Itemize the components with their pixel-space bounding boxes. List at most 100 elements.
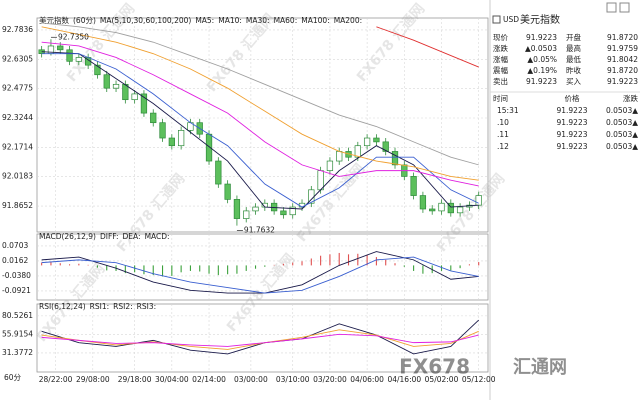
candle-body: [326, 160, 334, 171]
y-tick-label: 31.3772: [2, 348, 33, 357]
quote-value: 91.9223: [607, 77, 638, 86]
x-tick-label: 04/16:00: [387, 375, 421, 384]
panel-title: MACD(26,12,9): [39, 232, 96, 241]
candle-body: [233, 199, 241, 219]
ma-line: [41, 41, 479, 187]
quote-label: 昨收: [566, 65, 581, 75]
trade-header: 涨跌: [623, 93, 638, 103]
x-tick-label: 04/06:00: [350, 375, 384, 384]
candle-body: [373, 137, 380, 143]
logo-brand: FX678: [399, 355, 470, 379]
panel-title: RSI(6,12,24): [39, 302, 86, 311]
trade-header: 价格: [565, 93, 580, 103]
candle-body: [252, 206, 259, 212]
y-tick-label: 92.3244: [2, 113, 33, 122]
trade-cell: .11: [497, 130, 509, 139]
symbol: USD: [503, 15, 519, 24]
x-tick-label: 05/12:00: [462, 375, 496, 384]
candle-body: [150, 112, 157, 124]
indicator: MA(5,10,30,60,100,200): [100, 16, 191, 25]
quote-label: 现价: [493, 33, 508, 42]
candle-body: [131, 93, 138, 101]
logo-name: 汇通网: [513, 357, 567, 378]
candle-body: [75, 57, 82, 62]
candle-body: [159, 122, 166, 139]
candle-body: [112, 83, 120, 89]
quote-label: 最高: [566, 43, 581, 53]
x-tick-label: 02/14:00: [192, 375, 226, 384]
fullscreen-icon[interactable]: [619, 2, 630, 13]
quote-value: ▲0.05%: [527, 55, 557, 64]
x-tick-label: 29/18:00: [118, 375, 152, 384]
legend-entry: MACD:: [145, 232, 170, 241]
ma-line: [41, 51, 479, 210]
quote-label: 买入: [566, 77, 581, 86]
legend-entry: MA200:: [334, 16, 362, 25]
quote-value: 91.8720: [607, 66, 638, 75]
y-tick-label: -0.0921: [2, 286, 31, 295]
legend-entry: MA100:: [301, 16, 329, 25]
legend-entry: MA5:: [195, 16, 214, 25]
candle-body: [382, 141, 389, 152]
candle-body: [103, 74, 110, 89]
trade-cell: 0.0503▲: [606, 142, 638, 151]
symbol-name: 美元指数: [520, 13, 560, 26]
quote-label: 涨跌: [493, 43, 508, 53]
candle-body: [447, 202, 454, 214]
trade-cell: 15:31: [497, 106, 519, 115]
period-label: 60分: [4, 373, 22, 382]
y-tick-label: 0.0162: [2, 256, 28, 265]
quote-value: ▲0.0503: [525, 44, 557, 53]
candle-body: [438, 202, 445, 212]
trade-cell: 0.0503▲: [606, 130, 638, 139]
trade-cell: 91.9223: [556, 106, 587, 115]
x-tick-label: 03/00:00: [234, 375, 268, 384]
quote-value: 91.9223: [526, 33, 557, 42]
x-tick-label: 03/20:00: [313, 375, 347, 384]
candle-body: [391, 151, 399, 166]
candle-body: [140, 93, 148, 114]
quote-value: ▲0.19%: [527, 66, 557, 75]
y-tick-label: 91.8652: [2, 201, 33, 210]
panel-frame: [36, 233, 489, 301]
trade-cell: 91.9223: [556, 118, 587, 127]
y-tick-label: 80.5261: [2, 311, 33, 320]
x-tick-label: 28/22:00: [39, 375, 73, 384]
trade-header: 时间: [493, 93, 508, 103]
annotation: 91.7632: [244, 226, 275, 235]
y-tick-label: 92.0183: [2, 172, 33, 181]
annotation: 92.7350: [58, 32, 89, 41]
candle-body: [168, 137, 175, 147]
candle-body: [289, 206, 296, 216]
candle-body: [243, 210, 250, 219]
x-tick-label: 05/02:00: [425, 375, 459, 384]
candle-body: [475, 195, 482, 206]
y-tick-label: 92.4775: [2, 84, 33, 93]
candle-body: [363, 137, 371, 147]
quote-label: 卖出: [493, 76, 508, 86]
legend-entry: RSI3:: [137, 302, 156, 311]
quote-value: 91.9759: [607, 44, 638, 53]
quote-value: 91.8042: [607, 55, 638, 64]
legend-entry: MA60:: [274, 16, 298, 25]
settings-icon[interactable]: [606, 2, 617, 13]
trade-cell: .12: [497, 142, 509, 151]
panel-title: 美元指数: [39, 15, 69, 25]
candle-body: [94, 64, 101, 76]
ma-line: [41, 53, 479, 208]
x-tick-label: 03/10:00: [276, 375, 310, 384]
trade-cell: 0.0503▲: [606, 106, 638, 115]
symbol-icon: [492, 15, 501, 24]
legend-entry: MA30:: [246, 16, 270, 25]
x-tick-label: 29/08:00: [76, 375, 110, 384]
trade-cell: .10: [497, 118, 509, 127]
candle-body: [317, 170, 324, 191]
candle-body: [336, 151, 343, 162]
candle-body: [177, 130, 185, 147]
panel-frame: [36, 17, 489, 233]
trade-cell: 91.9223: [556, 142, 587, 151]
quote-value: 91.8720: [607, 33, 638, 42]
legend-entry: DEA:: [123, 232, 141, 241]
legend-entry: MA10:: [218, 16, 242, 25]
quote-label: 震幅: [493, 65, 508, 75]
